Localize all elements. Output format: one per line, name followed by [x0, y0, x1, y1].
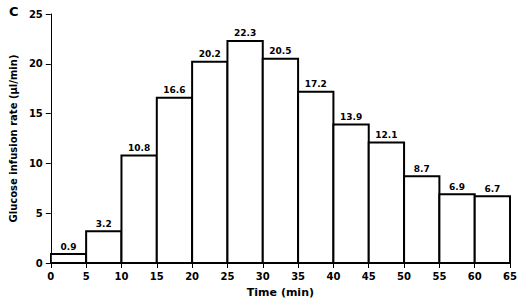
svg-text:10: 10	[115, 271, 129, 282]
svg-text:10.8: 10.8	[128, 143, 150, 153]
svg-text:0: 0	[47, 271, 54, 282]
svg-text:17.2: 17.2	[305, 79, 327, 89]
svg-text:5: 5	[83, 271, 90, 282]
svg-text:25: 25	[220, 271, 234, 282]
svg-text:30: 30	[256, 271, 270, 282]
svg-text:40: 40	[326, 271, 340, 282]
svg-text:0.9: 0.9	[61, 242, 77, 252]
svg-text:6.7: 6.7	[484, 184, 500, 194]
svg-text:20.2: 20.2	[199, 49, 221, 59]
svg-text:45: 45	[362, 271, 376, 282]
svg-text:20: 20	[185, 271, 199, 282]
svg-text:16.6: 16.6	[163, 85, 185, 95]
svg-text:0: 0	[36, 258, 43, 269]
svg-text:60: 60	[468, 271, 482, 282]
svg-text:10: 10	[29, 158, 43, 169]
svg-text:8.7: 8.7	[414, 164, 430, 174]
svg-text:22.3: 22.3	[234, 28, 256, 38]
svg-text:Glucose infusion rate (µl/min): Glucose infusion rate (µl/min)	[8, 55, 19, 223]
svg-text:5: 5	[36, 208, 43, 219]
svg-text:20.5: 20.5	[269, 46, 291, 56]
svg-text:13.9: 13.9	[340, 112, 362, 122]
svg-text:C: C	[9, 4, 19, 19]
svg-text:12.1: 12.1	[375, 130, 397, 140]
svg-text:6.9: 6.9	[449, 182, 465, 192]
svg-text:25: 25	[29, 9, 43, 20]
svg-text:50: 50	[397, 271, 411, 282]
svg-text:15: 15	[29, 108, 43, 119]
svg-text:35: 35	[291, 271, 305, 282]
svg-text:65: 65	[503, 271, 517, 282]
svg-text:3.2: 3.2	[96, 219, 112, 229]
svg-text:20: 20	[29, 58, 43, 69]
svg-text:15: 15	[150, 271, 164, 282]
svg-text:Time (min): Time (min)	[247, 286, 314, 299]
svg-text:55: 55	[432, 271, 446, 282]
